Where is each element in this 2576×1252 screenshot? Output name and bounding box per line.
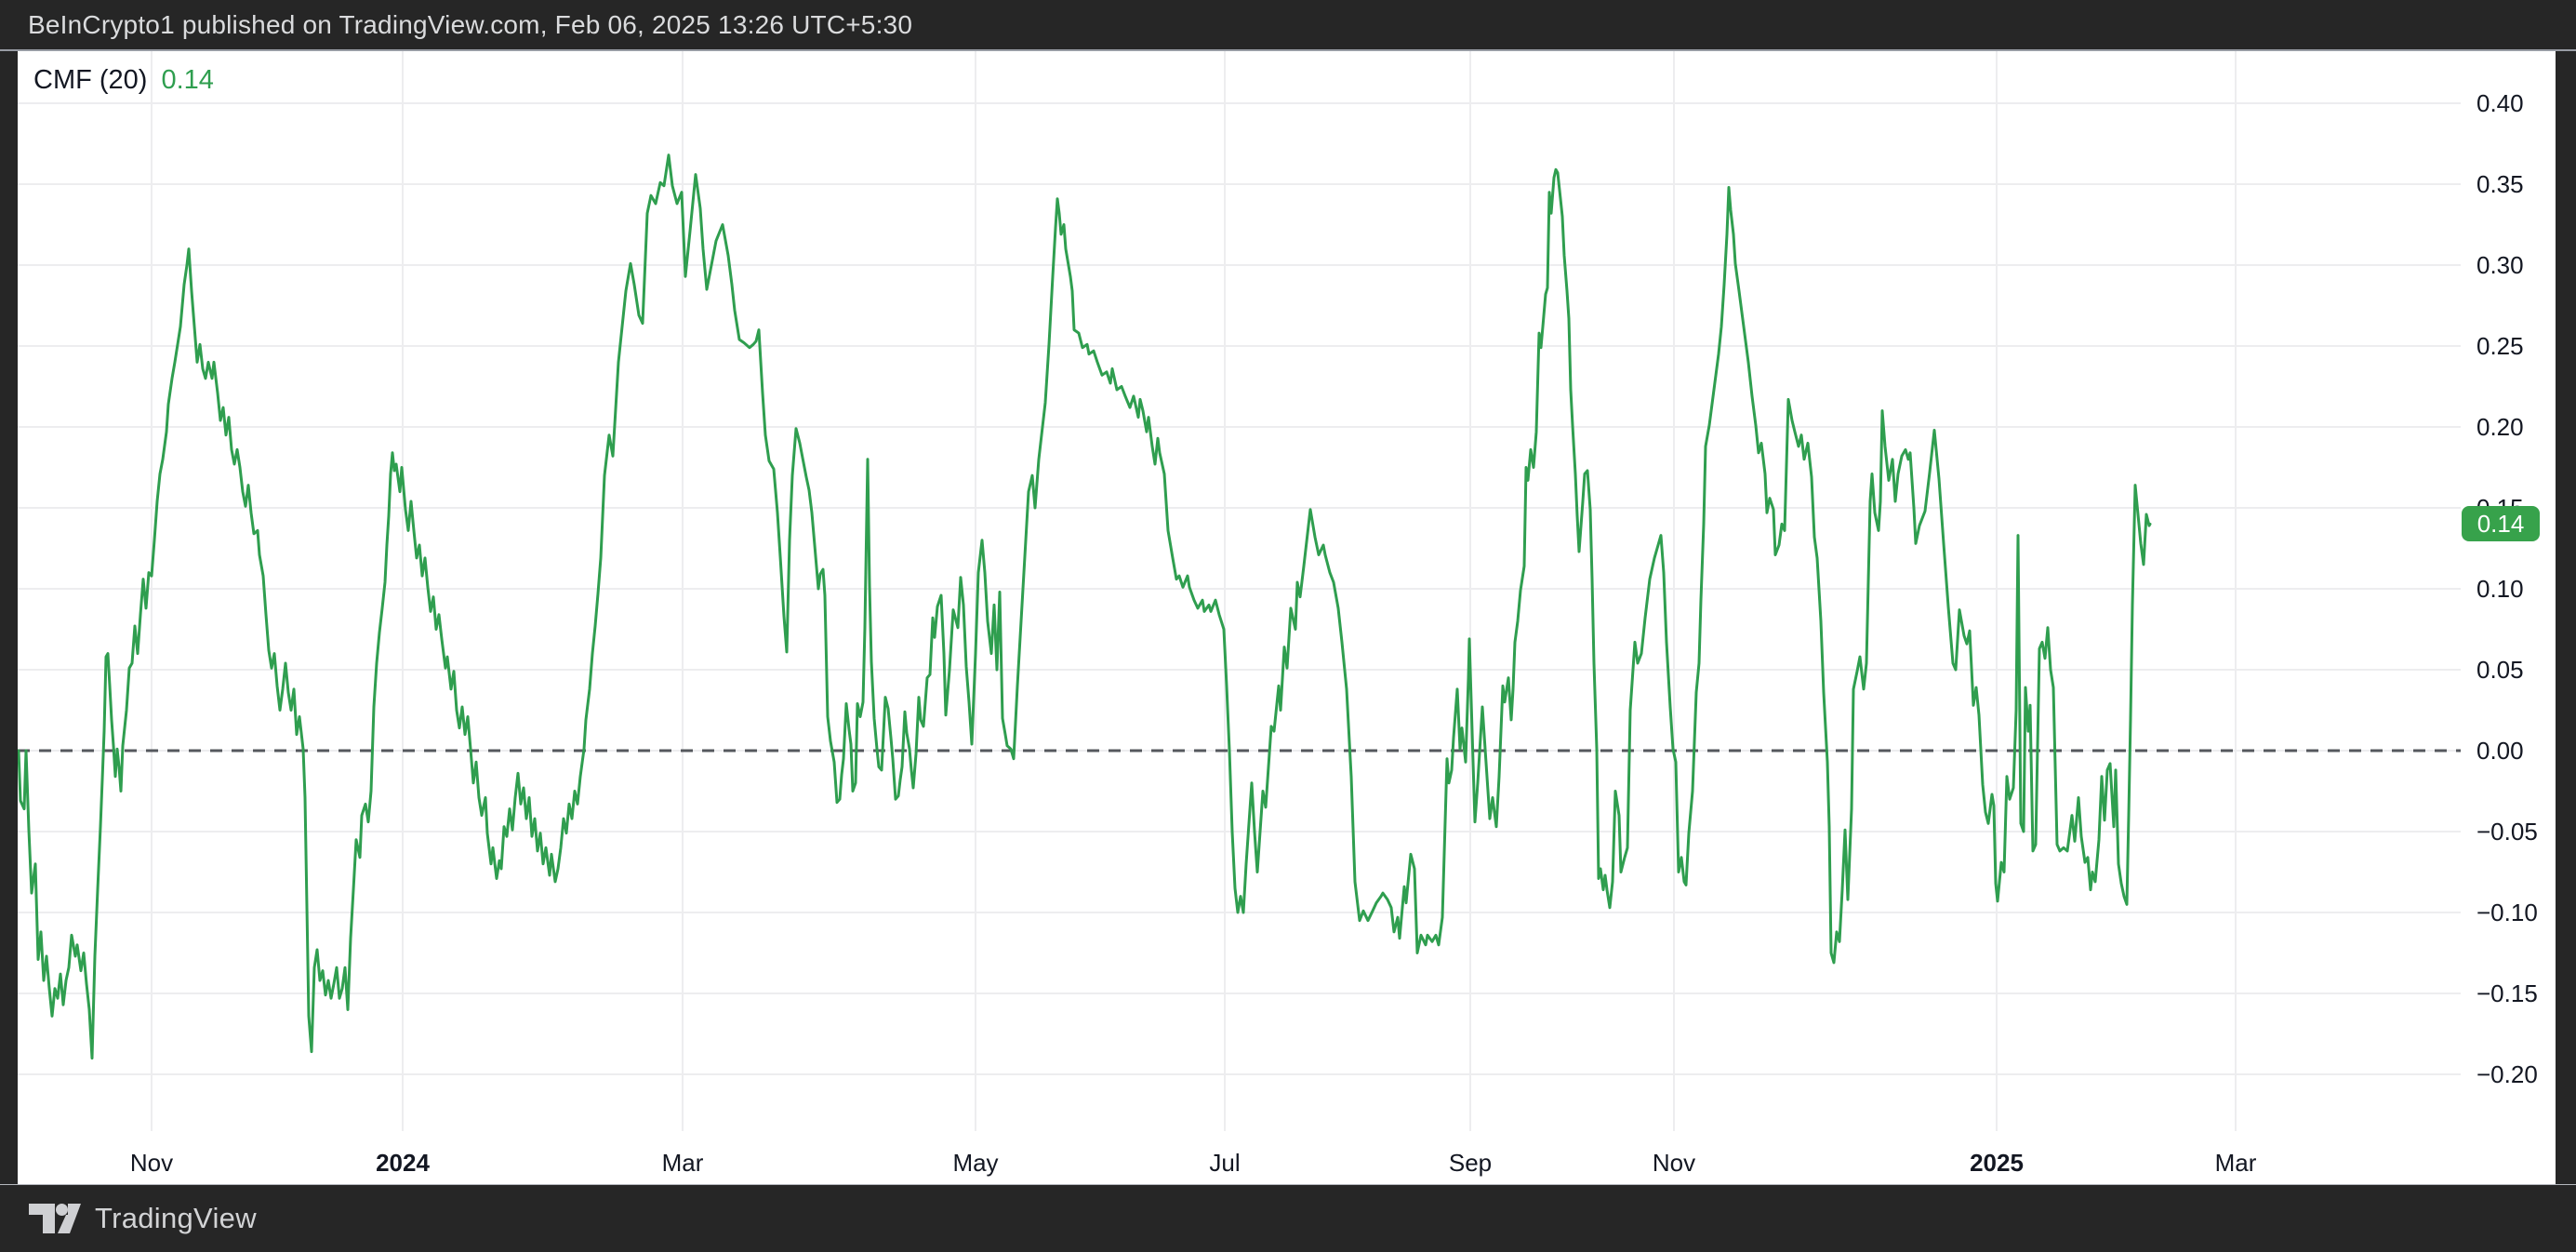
indicator-label: CMF (20) 0.14 (33, 64, 214, 96)
x-axis-label: Mar (661, 1149, 704, 1177)
y-axis-label: 0.30 (2476, 251, 2524, 279)
x-axis-label: Jul (1209, 1149, 1241, 1177)
y-axis-label: −0.05 (2476, 818, 2538, 846)
indicator-name: CMF (20) (33, 65, 148, 95)
x-axis-label: Mar (2214, 1149, 2257, 1177)
chart-panel: CMF (20) 0.14 0.400.350.300.250.200.150.… (18, 51, 2556, 1184)
x-axis-label: 2024 (376, 1149, 430, 1177)
x-axis-label: Sep (1448, 1149, 1493, 1177)
last-value-badge: 0.14 (2462, 506, 2540, 542)
y-axis-label: −0.10 (2476, 899, 2538, 926)
x-axis-label: 2025 (1970, 1149, 2024, 1177)
tradingview-logo-icon[interactable] (27, 1201, 83, 1236)
header-bar: BeInCrypto1 published on TradingView.com… (0, 0, 2576, 51)
y-axis-label: 0.40 (2476, 89, 2524, 117)
y-axis-label: 0.05 (2476, 656, 2524, 684)
y-axis-label: −0.20 (2476, 1060, 2538, 1088)
y-axis-label: 0.00 (2476, 737, 2524, 765)
x-axis-label: May (952, 1149, 999, 1177)
y-axis-label: 0.35 (2476, 170, 2524, 198)
footer-brand-text[interactable]: TradingView (95, 1202, 257, 1234)
cmf-series-line (18, 153, 2152, 1060)
y-axis-label: 0.25 (2476, 332, 2524, 360)
y-axis-label: 0.20 (2476, 413, 2524, 441)
x-axis-label: Nov (1652, 1149, 1696, 1177)
cmf-indicator-chart[interactable] (18, 51, 2556, 1184)
header-attribution-text: BeInCrypto1 published on TradingView.com… (28, 9, 913, 39)
x-axis-label: Nov (129, 1149, 174, 1177)
indicator-value: 0.14 (161, 65, 214, 95)
footer-bar: TradingView (0, 1184, 2576, 1252)
y-axis-label: −0.15 (2476, 979, 2538, 1007)
y-axis-label: 0.10 (2476, 575, 2524, 603)
